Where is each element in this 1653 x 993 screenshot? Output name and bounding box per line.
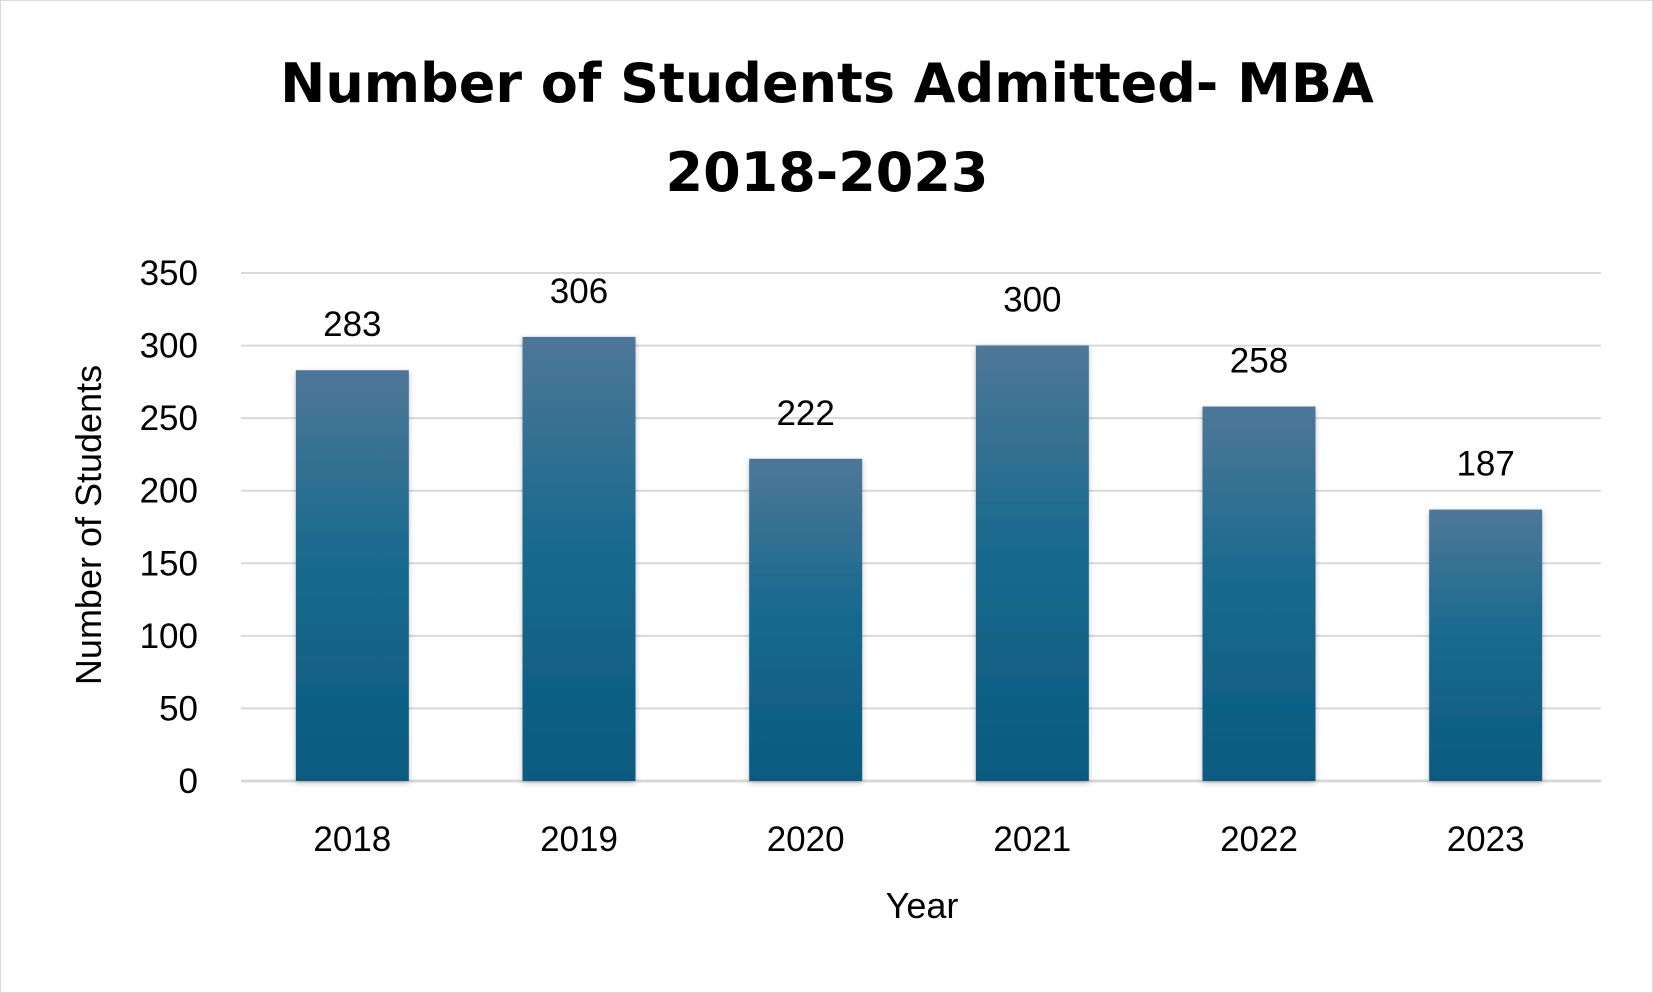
chart-title-line-1: Number of Students Admitted- MBA <box>280 52 1374 115</box>
x-tick-label-2020: 2020 <box>767 820 845 859</box>
bar-2020 <box>749 458 863 781</box>
x-tick-label-2018: 2018 <box>313 820 391 859</box>
bars <box>295 336 1543 781</box>
x-axis-title: Year <box>886 885 959 926</box>
x-axis-ticks: 2018 2019 2020 2021 2022 2023 <box>313 820 1524 859</box>
data-label-2019: 306 <box>550 272 608 311</box>
x-tick-label-2019: 2019 <box>540 820 618 859</box>
x-tick-label-2023: 2023 <box>1447 820 1525 859</box>
y-tick-label-50: 50 <box>159 689 198 728</box>
bar-2022 <box>1202 406 1316 781</box>
data-label-2023: 187 <box>1456 445 1514 484</box>
y-tick-label-100: 100 <box>140 617 198 656</box>
x-tick-label-2022: 2022 <box>1220 820 1298 859</box>
data-label-2021: 300 <box>1003 281 1061 320</box>
data-labels: 283 306 222 300 258 187 <box>323 272 1515 484</box>
bar-2019 <box>522 336 636 781</box>
y-tick-label-250: 250 <box>140 399 198 438</box>
data-label-2022: 258 <box>1230 342 1288 381</box>
data-label-2018: 283 <box>323 305 381 344</box>
bar-2021 <box>975 345 1089 781</box>
data-label-2020: 222 <box>776 394 834 433</box>
y-tick-label-300: 300 <box>140 327 198 366</box>
y-tick-label-0: 0 <box>179 762 198 801</box>
y-axis-title: Number of Students <box>68 365 109 685</box>
gridlines <box>241 272 1601 783</box>
y-tick-label-150: 150 <box>140 544 198 583</box>
x-tick-label-2021: 2021 <box>993 820 1071 859</box>
bar-2023 <box>1429 509 1543 781</box>
y-axis-ticks: 0 50 100 150 200 250 300 350 <box>140 254 198 801</box>
chart-title-line-2: 2018-2023 <box>666 141 989 204</box>
bar-2018 <box>295 370 409 781</box>
y-tick-label-350: 350 <box>140 254 198 293</box>
y-tick-label-200: 200 <box>140 472 198 511</box>
